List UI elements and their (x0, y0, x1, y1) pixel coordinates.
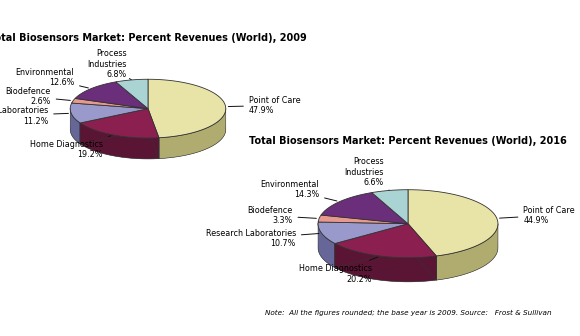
Polygon shape (148, 79, 226, 138)
Polygon shape (80, 123, 159, 159)
Polygon shape (318, 222, 408, 244)
Polygon shape (75, 82, 148, 109)
Text: Environmental
12.6%: Environmental 12.6% (16, 68, 88, 88)
Polygon shape (321, 193, 408, 224)
Polygon shape (318, 223, 335, 268)
Polygon shape (335, 224, 408, 268)
Polygon shape (335, 224, 408, 268)
Polygon shape (72, 98, 148, 109)
Polygon shape (408, 190, 498, 256)
Polygon shape (408, 224, 436, 280)
Text: Note:  All the figures rounded; the base year is 2009. Source:   Frost & Sulliva: Note: All the figures rounded; the base … (264, 310, 552, 317)
Text: Point of Care
44.9%: Point of Care 44.9% (499, 206, 575, 225)
Polygon shape (335, 224, 436, 258)
Text: Home Diagnostics
19.2%: Home Diagnostics 19.2% (30, 136, 111, 159)
Polygon shape (70, 103, 148, 123)
Polygon shape (80, 109, 159, 138)
Polygon shape (80, 109, 148, 144)
Polygon shape (318, 214, 498, 282)
Polygon shape (318, 215, 408, 224)
Text: Process
Industries
6.8%: Process Industries 6.8% (87, 49, 132, 80)
Polygon shape (408, 224, 436, 280)
Polygon shape (116, 79, 148, 109)
Polygon shape (70, 100, 226, 159)
Polygon shape (335, 244, 436, 282)
Text: Environmental
14.3%: Environmental 14.3% (260, 180, 337, 201)
Polygon shape (372, 190, 408, 224)
Polygon shape (436, 224, 498, 280)
Text: Total Biosensors Market: Percent Revenues (World), 2016: Total Biosensors Market: Percent Revenue… (249, 136, 567, 146)
Text: Research Laboratories
11.2%: Research Laboratories 11.2% (0, 106, 68, 126)
Text: Total Biosensors Market: Percent Revenues (World), 2009: Total Biosensors Market: Percent Revenue… (0, 33, 307, 43)
Text: Point of Care
47.9%: Point of Care 47.9% (229, 96, 300, 115)
Text: Home Diagnostics
20.2%: Home Diagnostics 20.2% (299, 257, 378, 284)
Text: Biodefence
3.3%: Biodefence 3.3% (247, 206, 316, 225)
Polygon shape (148, 109, 159, 159)
Polygon shape (148, 109, 159, 159)
Polygon shape (159, 108, 226, 159)
Text: Research Laboratories
10.7%: Research Laboratories 10.7% (205, 229, 319, 248)
Polygon shape (70, 108, 80, 144)
Text: Biodefence
2.6%: Biodefence 2.6% (5, 87, 70, 106)
Polygon shape (80, 109, 148, 144)
Text: Process
Industries
6.6%: Process Industries 6.6% (345, 157, 390, 191)
